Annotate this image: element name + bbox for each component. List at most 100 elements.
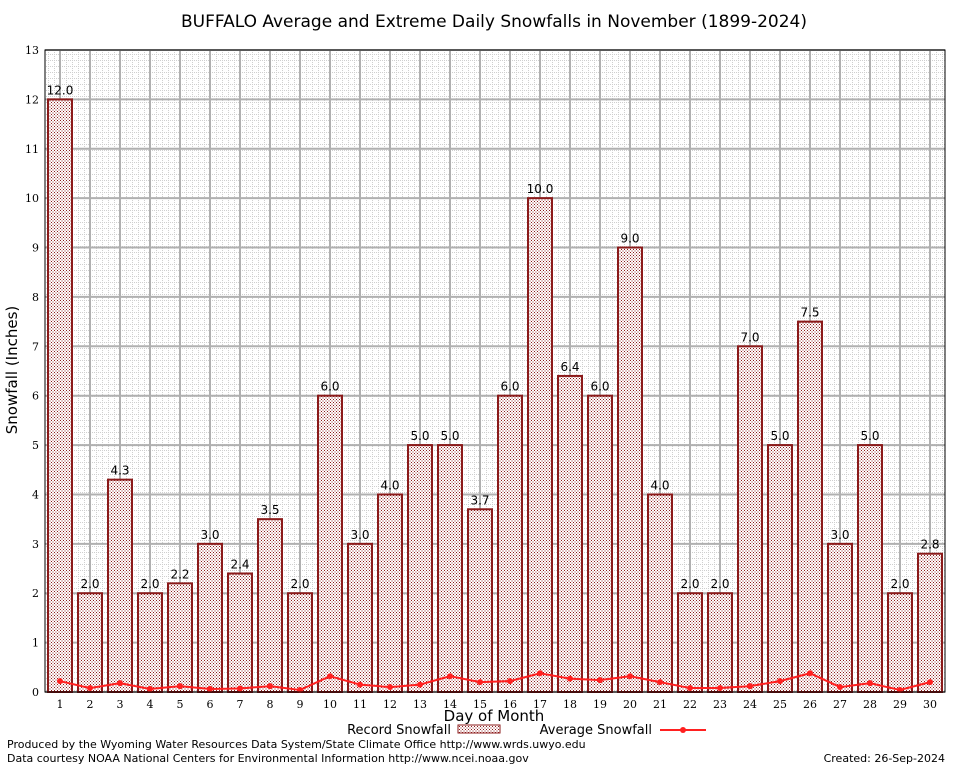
average-point-day-19 xyxy=(597,677,603,684)
average-point-day-10 xyxy=(327,673,333,680)
y-tick-label: 0 xyxy=(32,686,39,699)
x-tick-label: 26 xyxy=(803,698,817,711)
bar-value-label: 6.4 xyxy=(560,360,579,374)
x-tick-label: 9 xyxy=(297,698,304,711)
x-axis-ticks: 1 2 3 4 5 6 7 8 9 10 11 12 13 14 15 16 17 18 19 20 21 22 23 24 2… xyxy=(57,698,938,711)
bar-value-label: 5.0 xyxy=(860,429,879,443)
x-tick-label: 30 xyxy=(923,698,937,711)
bar-record-day-29 xyxy=(887,592,913,694)
bar-record-day-7 xyxy=(227,572,253,694)
bar-value-label: 2.0 xyxy=(710,577,729,591)
average-point-day-8 xyxy=(267,683,273,690)
average-point-day-21 xyxy=(657,679,663,686)
plot-area xyxy=(45,50,945,692)
y-tick-label: 4 xyxy=(32,488,39,501)
x-tick-label: 6 xyxy=(207,698,214,711)
bar-value-label: 6.0 xyxy=(320,380,339,394)
bar-value-label: 2.0 xyxy=(890,577,909,591)
x-tick-label: 1 xyxy=(57,698,64,711)
bar-record-day-6 xyxy=(197,542,223,693)
bar-record-day-11 xyxy=(347,542,373,693)
average-point-day-26 xyxy=(807,670,813,677)
average-point-day-23 xyxy=(717,685,723,692)
x-tick-label: 2 xyxy=(87,698,94,711)
x-tick-label: 15 xyxy=(473,698,487,711)
average-point-day-14 xyxy=(447,673,453,680)
average-point-day-28 xyxy=(867,680,873,687)
bar-value-label: 6.0 xyxy=(590,380,609,394)
bar-record-day-3 xyxy=(107,478,133,693)
average-point-day-12 xyxy=(387,684,393,691)
bar-value-label: 12.0 xyxy=(47,83,74,97)
average-point-day-5 xyxy=(177,683,183,690)
average-point-day-20 xyxy=(627,673,633,680)
footer-produced-by: Produced by the Wyoming Water Resources … xyxy=(7,738,586,751)
average-point-day-15 xyxy=(477,679,483,686)
legend-record-label: Record Snowfall xyxy=(347,723,451,738)
bar-value-label: 3.5 xyxy=(260,503,279,517)
legend-average-label: Average Snowfall xyxy=(540,723,652,738)
x-tick-label: 17 xyxy=(533,698,547,711)
bar-record-day-17 xyxy=(527,197,553,693)
average-point-day-13 xyxy=(417,681,423,688)
average-point-day-6 xyxy=(207,686,213,693)
y-tick-label: 9 xyxy=(32,242,39,255)
average-snowfall-line xyxy=(59,672,931,692)
x-axis-label: Day of Month xyxy=(444,707,545,725)
y-tick-label: 10 xyxy=(25,192,39,205)
x-tick-label: 4 xyxy=(147,698,154,711)
x-tick-label: 27 xyxy=(833,698,847,711)
y-axis-label: Snowfall (Inches) xyxy=(3,306,21,434)
legend-record-swatch xyxy=(457,724,501,734)
bar-value-label: 2.0 xyxy=(140,577,159,591)
chart-title: BUFFALO Average and Extreme Daily Snowfa… xyxy=(181,12,807,32)
footer-created: Created: 26-Sep-2024 xyxy=(824,752,945,765)
bar-record-day-30 xyxy=(917,552,943,693)
bar-value-label: 2.4 xyxy=(230,557,249,571)
bar-value-label: 3.0 xyxy=(830,528,849,542)
bar-value-label: 2.0 xyxy=(80,577,99,591)
bar-value-label: 6.0 xyxy=(500,380,519,394)
bar-record-day-18 xyxy=(557,374,583,693)
y-tick-label: 3 xyxy=(32,538,39,551)
bar-record-day-13 xyxy=(407,444,433,694)
bar-value-label: 4.0 xyxy=(380,478,399,492)
bar-record-day-8 xyxy=(257,518,283,694)
average-point-day-24 xyxy=(747,683,753,690)
y-tick-label: 12 xyxy=(25,93,39,106)
bar-record-day-5 xyxy=(167,582,193,693)
x-tick-label: 3 xyxy=(117,698,124,711)
bar-record-day-23 xyxy=(707,592,733,694)
average-point-day-22 xyxy=(687,685,693,692)
bar-value-label: 5.0 xyxy=(410,429,429,443)
x-tick-label: 24 xyxy=(743,698,757,711)
average-point-day-16 xyxy=(507,678,513,685)
y-tick-label: 6 xyxy=(32,390,39,403)
average-point-day-4 xyxy=(147,686,153,693)
bar-record-day-12 xyxy=(377,493,403,694)
bar-record-day-9 xyxy=(287,592,313,694)
x-tick-label: 20 xyxy=(623,698,637,711)
bar-record-day-24 xyxy=(737,345,763,693)
bar-value-label: 3.7 xyxy=(470,493,489,507)
average-point-day-25 xyxy=(777,678,783,685)
x-tick-label: 5 xyxy=(177,698,184,711)
x-tick-label: 28 xyxy=(863,698,877,711)
legend: Record Snowfall Average Snowfall xyxy=(347,723,706,738)
footer-courtesy: Data courtesy NOAA National Centers for … xyxy=(7,752,529,765)
plot-frame xyxy=(44,49,946,693)
average-point-day-30 xyxy=(927,679,933,686)
bar-labels: 12.0 2.0 4.3 2.0 2.2 3.0 2.4 3.5 2.0 6.0 3.0 4.0 5.0… xyxy=(47,83,940,591)
bar-value-label: 2.2 xyxy=(170,567,189,581)
bar-value-label: 7.5 xyxy=(800,306,819,320)
x-tick-label: 29 xyxy=(893,698,907,711)
bar-value-label: 2.8 xyxy=(920,538,939,552)
bar-record-day-25 xyxy=(767,444,793,694)
x-tick-label: 13 xyxy=(413,698,427,711)
x-tick-label: 18 xyxy=(563,698,577,711)
y-tick-label: 1 xyxy=(32,637,39,650)
average-point-day-3 xyxy=(117,680,123,687)
bar-value-label: 2.0 xyxy=(290,577,309,591)
bar-value-label: 10.0 xyxy=(527,182,554,196)
